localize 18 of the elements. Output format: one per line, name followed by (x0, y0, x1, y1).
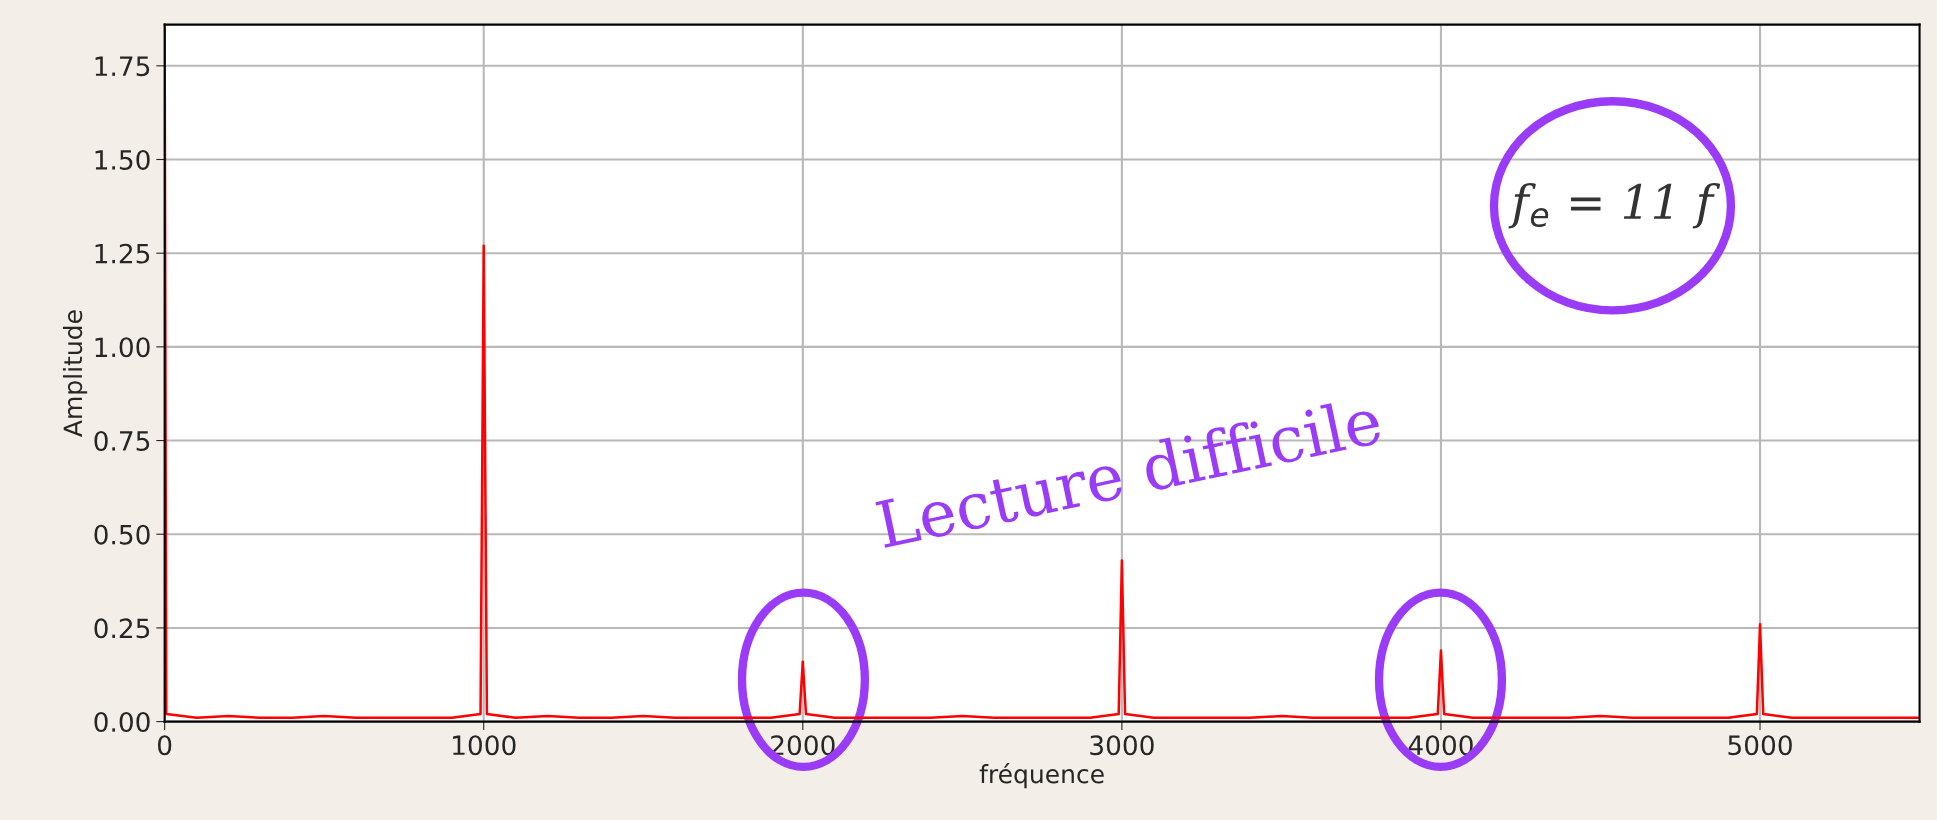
x-tick-label: 1000 (453, 735, 516, 756)
x-tick-label: 4000 (1408, 735, 1473, 756)
y-tick-label: 0.00 (94, 712, 150, 732)
y-tick-label: 1.25 (95, 243, 150, 264)
y-tick-label: 0.75 (94, 430, 150, 451)
x-tick-label: 5000 (1728, 735, 1792, 756)
y-tick-label: 1.50 (95, 149, 150, 170)
y-axis-title: Amplitude (62, 310, 88, 437)
annotation: Lecture difficile (874, 394, 1383, 549)
y-tick-label: 1.00 (95, 337, 150, 358)
line-series (164, 27, 1920, 720)
x-axis-title: fréquence (979, 763, 1104, 789)
x-tick-label: 0 (157, 735, 172, 756)
x-tick-label: 3000 (1090, 735, 1154, 756)
annotation: f$_{e}$ = 11 f (1508, 182, 1721, 229)
y-tick-label: 0.25 (94, 618, 150, 639)
y-tick-label: 1.75 (95, 56, 150, 77)
y-tick-label: 0.50 (94, 524, 150, 545)
